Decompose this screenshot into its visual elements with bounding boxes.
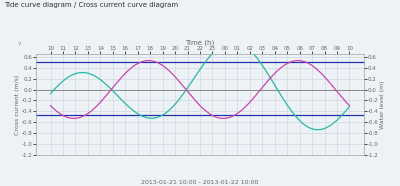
Text: ?: ? bbox=[18, 42, 21, 47]
Text: 2013-01-21 10:00 - 2013-01-22 10:00: 2013-01-21 10:00 - 2013-01-22 10:00 bbox=[141, 180, 259, 185]
X-axis label: Time (h): Time (h) bbox=[185, 39, 215, 46]
Y-axis label: Cross current (m/s): Cross current (m/s) bbox=[15, 74, 20, 135]
Y-axis label: Water level (m): Water level (m) bbox=[380, 80, 385, 129]
Text: Tide curve diagram / Cross current curve diagram: Tide curve diagram / Cross current curve… bbox=[4, 2, 178, 8]
